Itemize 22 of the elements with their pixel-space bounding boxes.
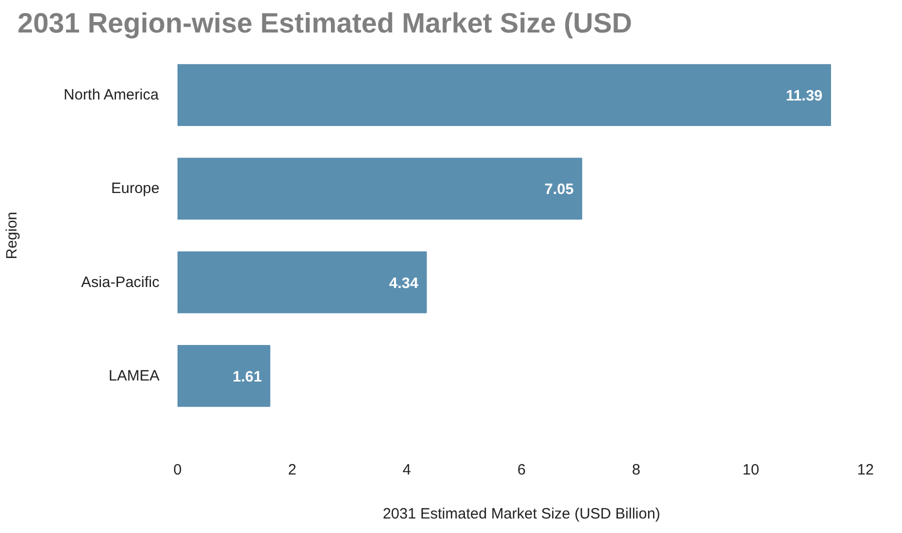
bar — [178, 251, 427, 314]
bar — [178, 158, 582, 220]
y-tick-label: LAMEA — [108, 367, 160, 384]
x-tick-label: 10 — [742, 462, 760, 478]
bar — [178, 64, 832, 126]
data-label: 1.61 — [232, 368, 262, 386]
x-tick-label: 6 — [517, 462, 526, 478]
x-tick-label: 0 — [173, 462, 182, 478]
x-tick-label: 12 — [857, 462, 874, 478]
y-tick-label: North America — [64, 86, 160, 104]
y-axis-title: Region — [4, 212, 21, 260]
x-tick-label: 4 — [402, 462, 412, 478]
y-tick-label: Europe — [111, 180, 160, 198]
chart-title: 2031 Region-wise Estimated Market Size (USD — [18, 8, 632, 38]
bar — [178, 345, 270, 407]
x-tick-label: 2 — [288, 462, 296, 478]
data-label: 7.05 — [544, 181, 574, 198]
y-tick-label: Asia-Pacific — [81, 274, 160, 291]
data-label: 4.34 — [389, 274, 419, 292]
x-axis-title: 2031 Estimated Market Size (USD Billion) — [382, 506, 660, 522]
data-label: 11.39 — [786, 88, 823, 105]
x-tick-label: 8 — [632, 462, 640, 478]
